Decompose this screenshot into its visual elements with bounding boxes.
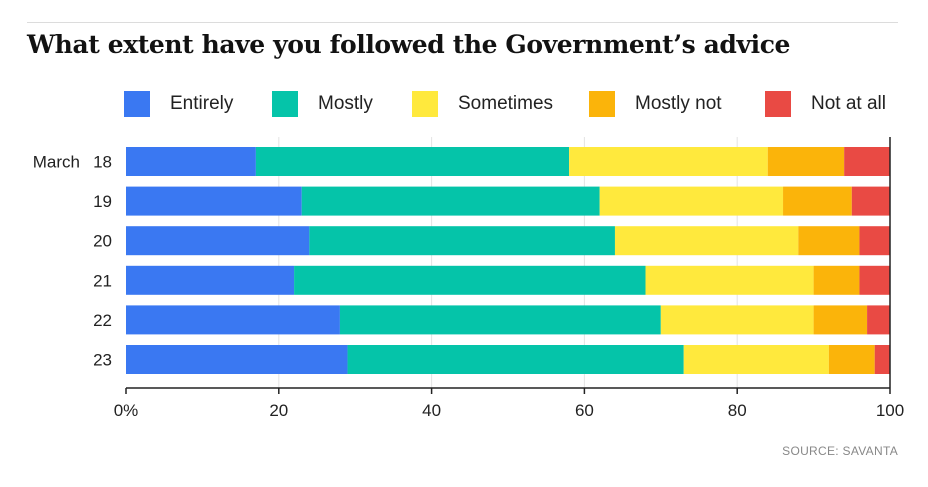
bar-mostly-18 [255, 147, 570, 176]
bar-entirely-20 [126, 226, 310, 256]
category-label-18: 18 [93, 153, 112, 172]
category-label-21: 21 [93, 271, 112, 290]
chart-title: What extent have you followed the Govern… [27, 30, 791, 59]
bar-not-at-all-22 [867, 305, 890, 335]
legend-label-not-at-all: Not at all [811, 93, 886, 114]
x-tick-label: 20 [269, 401, 288, 420]
x-tick-label: 60 [575, 401, 594, 420]
category-label-19: 19 [93, 192, 112, 211]
bar-sometimes-21 [645, 265, 814, 295]
bar-mostly-20 [309, 226, 615, 256]
bar-mostly-23 [347, 345, 684, 374]
legend-label-mostly-not: Mostly not [635, 93, 722, 114]
bar-not-at-all-18 [844, 147, 890, 176]
legend: Entirely Mostly Sometimes Mostly not Not… [0, 88, 928, 120]
bar-not-at-all-20 [859, 226, 890, 256]
legend-swatch-not-at-all [765, 91, 791, 117]
source-credit: SOURCE: SAVANTA [782, 444, 898, 458]
bar-entirely-22 [126, 305, 340, 335]
legend-item-mostly: Mostly [272, 88, 373, 120]
bar-mostly-22 [339, 305, 661, 335]
legend-item-sometimes: Sometimes [412, 88, 553, 120]
bar-sometimes-20 [614, 226, 799, 256]
x-tick-label: 80 [728, 401, 747, 420]
bar-mostly-not-22 [813, 305, 868, 335]
bar-mostly-21 [294, 265, 646, 295]
legend-item-entirely: Entirely [124, 88, 233, 120]
legend-label-mostly: Mostly [318, 93, 373, 114]
bar-entirely-19 [126, 186, 302, 216]
bar-not-at-all-21 [859, 265, 890, 295]
bar-sometimes-18 [569, 147, 768, 176]
bar-mostly-19 [301, 186, 600, 216]
legend-swatch-entirely [124, 91, 150, 117]
bar-not-at-all-23 [874, 345, 890, 374]
legend-swatch-mostly [272, 91, 298, 117]
bar-sometimes-23 [683, 345, 829, 374]
legend-item-mostly-not: Mostly not [589, 88, 722, 120]
bar-mostly-not-20 [798, 226, 860, 256]
legend-swatch-mostly-not [589, 91, 615, 117]
x-tick-label: 100 [876, 401, 904, 420]
category-label-20: 20 [93, 232, 112, 251]
x-tick-label: 0% [114, 401, 139, 420]
bar-mostly-not-18 [767, 147, 845, 176]
bar-sometimes-19 [599, 186, 784, 216]
bar-entirely-21 [126, 265, 295, 295]
bar-mostly-not-21 [813, 265, 860, 295]
category-label-22: 22 [93, 311, 112, 330]
legend-label-entirely: Entirely [170, 93, 234, 114]
bar-sometimes-22 [660, 305, 814, 335]
bar-mostly-not-23 [828, 345, 875, 374]
bar-entirely-23 [126, 345, 348, 374]
bar-entirely-18 [126, 147, 256, 176]
category-prefix-label: March [33, 153, 80, 172]
legend-swatch-sometimes [412, 91, 438, 117]
top-rule [27, 22, 898, 23]
bar-not-at-all-19 [851, 186, 890, 216]
legend-item-not-at-all: Not at all [765, 88, 886, 120]
legend-label-sometimes: Sometimes [458, 93, 554, 114]
x-tick-label: 40 [422, 401, 441, 420]
bar-mostly-not-19 [783, 186, 852, 216]
category-label-23: 23 [93, 351, 112, 370]
